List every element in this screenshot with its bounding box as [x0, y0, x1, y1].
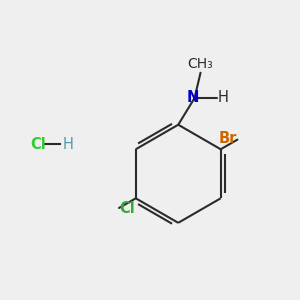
Text: H: H: [218, 90, 229, 105]
Text: Cl: Cl: [119, 201, 135, 216]
Text: Cl: Cl: [31, 136, 46, 152]
Text: H: H: [63, 136, 74, 152]
Text: Br: Br: [218, 131, 237, 146]
Text: CH₃: CH₃: [187, 57, 213, 71]
Text: N: N: [187, 90, 199, 105]
